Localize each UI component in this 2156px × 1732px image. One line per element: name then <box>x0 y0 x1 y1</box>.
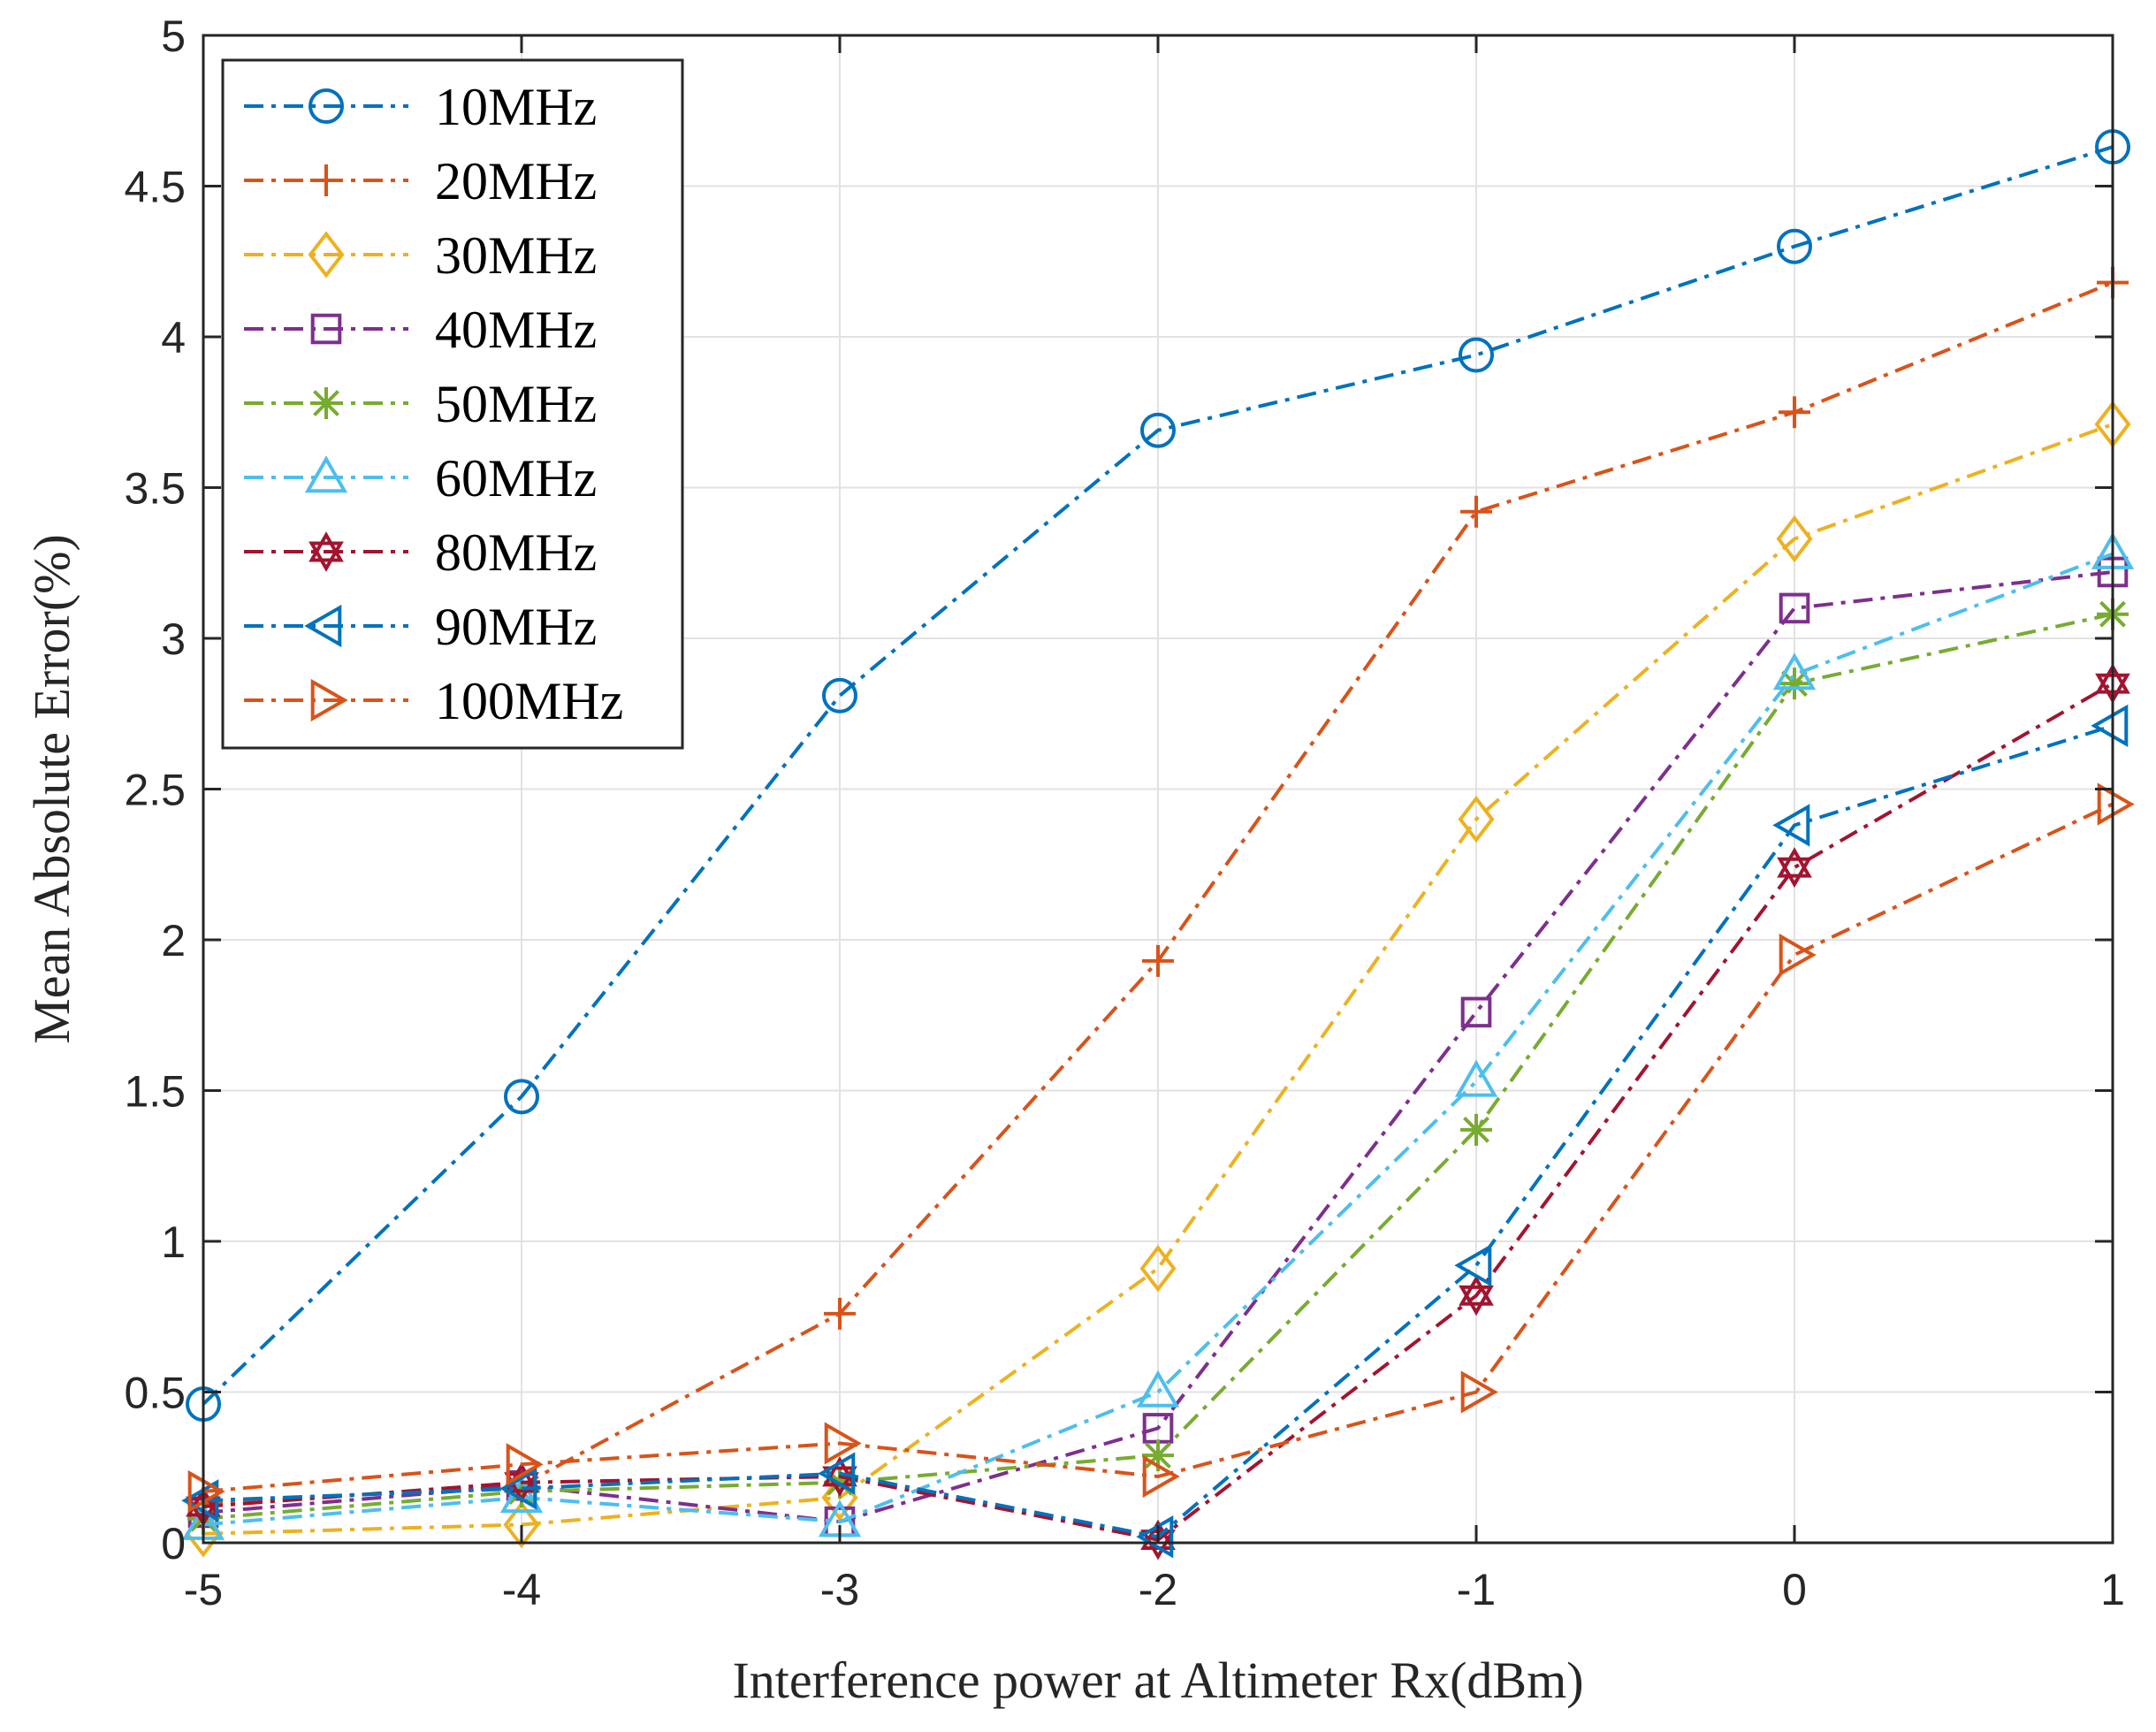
data-point <box>499 1467 537 1510</box>
y-axis-label: Mean Absolute Error(%) <box>23 534 80 1044</box>
data-point <box>1142 1454 1180 1499</box>
data-point <box>1454 1244 1492 1287</box>
y-tick-labels: 0 0.5 1 1.5 2 2.5 3 3.5 4 4.5 5 <box>124 11 186 1568</box>
x-tick-label: 1 <box>2100 1565 2125 1614</box>
axis-ticks <box>202 34 2114 1545</box>
x-axis-label: Interference power at Altimeter Rx(dBm) <box>732 1652 1583 1709</box>
data-point <box>1460 1370 1498 1414</box>
legend-entry: 40MHz <box>244 301 597 359</box>
data-point <box>1459 1275 1494 1316</box>
y-tick-label: 4 <box>161 313 186 362</box>
legend-marker <box>310 678 348 722</box>
legend-marker <box>310 164 342 196</box>
legend-label: 80MHz <box>435 523 597 582</box>
data-point <box>1459 337 1494 373</box>
data-point <box>1142 944 1174 977</box>
data-point <box>2097 782 2135 826</box>
data-point <box>1779 592 1810 624</box>
legend-entry: 50MHz <box>244 375 597 433</box>
legend-marker <box>304 455 348 493</box>
data-point <box>824 1297 856 1330</box>
legend-entry: 20MHz <box>244 152 597 210</box>
y-tick-label: 0 <box>161 1519 186 1568</box>
legend: 10MHz 20MHz 30MHz 40MHz 50MHz 60MHz 80MHz 90MHz… <box>221 58 684 750</box>
y-tick-label: 1.5 <box>124 1067 186 1117</box>
x-tick-label: -5 <box>184 1565 223 1614</box>
data-point <box>2091 704 2129 748</box>
data-point <box>1779 933 1817 977</box>
legend-marker <box>310 387 342 419</box>
series-line <box>202 802 2114 1493</box>
legend-entry: 90MHz <box>244 598 597 656</box>
legend-marker <box>309 88 344 124</box>
data-point <box>1140 412 1176 448</box>
x-tick-label: -3 <box>820 1565 859 1614</box>
x-tick-labels: -5 -4 -3 -2 -1 0 1 <box>184 1565 2125 1614</box>
legend-label: 10MHz <box>435 78 597 136</box>
data-point <box>1136 1370 1180 1408</box>
data-point <box>187 1469 225 1514</box>
data-point <box>818 1452 856 1495</box>
legend-entry: 10MHz <box>244 78 597 136</box>
legend-marker <box>304 604 342 648</box>
y-tick-label: 0.5 <box>124 1369 186 1418</box>
data-point <box>1460 1113 1492 1146</box>
legend-marker <box>309 531 344 572</box>
data-point <box>1460 495 1492 528</box>
legend-entry: 30MHz <box>244 226 597 285</box>
series-line <box>202 145 2114 1406</box>
data-point <box>1779 668 1810 700</box>
data-point <box>1776 515 1813 563</box>
legend-label: 30MHz <box>435 226 597 285</box>
x-tick-label: 0 <box>1782 1565 1807 1614</box>
legend-label: 90MHz <box>435 598 597 656</box>
x-tick-label: -1 <box>1457 1565 1496 1614</box>
data-point <box>503 1500 540 1549</box>
y-tick-label: 2.5 <box>124 766 186 815</box>
data-point <box>824 1422 862 1465</box>
legend-marker <box>308 231 345 278</box>
legend-entry: 60MHz <box>244 449 597 507</box>
data-point <box>822 677 857 713</box>
data-point <box>1772 804 1810 847</box>
legend-entry: 100MHz <box>244 672 623 730</box>
data-point <box>1772 652 1817 691</box>
data-point <box>1779 396 1810 429</box>
data-point <box>1777 228 1812 264</box>
data-point <box>504 1079 539 1115</box>
x-tick-label: -2 <box>1139 1565 1177 1614</box>
data-point <box>506 1443 544 1486</box>
legend-marker <box>310 313 342 345</box>
legend-label: 20MHz <box>435 152 597 210</box>
x-tick-label: -4 <box>502 1565 541 1614</box>
data-point <box>1458 795 1495 843</box>
data-point <box>1136 1515 1174 1559</box>
legend-entry: 80MHz <box>244 523 597 582</box>
data-point <box>181 1479 219 1522</box>
data-point <box>1460 996 1492 1028</box>
data-point <box>1139 1245 1177 1293</box>
data-point <box>1777 847 1812 889</box>
y-tick-label: 3.5 <box>124 464 186 514</box>
legend-label: 50MHz <box>435 375 597 433</box>
y-tick-label: 1 <box>161 1217 186 1267</box>
legend-label: 100MHz <box>435 672 623 730</box>
legend-label: 60MHz <box>435 449 597 507</box>
data-point <box>1454 1059 1498 1097</box>
data-point <box>1142 1439 1174 1472</box>
series-100MHz <box>187 782 2135 1514</box>
series-line <box>202 423 2114 1536</box>
y-tick-label: 2 <box>161 916 186 965</box>
y-tick-label: 5 <box>161 11 186 61</box>
y-tick-label: 4.5 <box>124 163 186 212</box>
y-tick-label: 3 <box>161 614 186 664</box>
legend-label: 40MHz <box>435 301 597 359</box>
